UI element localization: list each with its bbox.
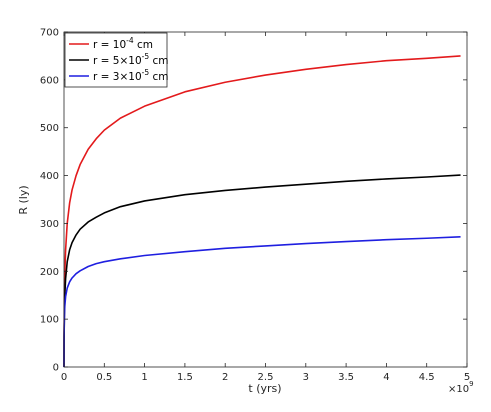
y-tick-label: 600 xyxy=(40,75,59,86)
x-axis-multiplier: ×109 xyxy=(448,380,474,395)
x-tick-label: 2.5 xyxy=(258,372,274,383)
x-tick-label: 4.5 xyxy=(419,372,435,383)
legend-label-1: r = 10-4 cm xyxy=(93,36,153,51)
legend-label-text: r = 5 xyxy=(93,55,119,67)
legend-label-3: r = 3×10-5 cm xyxy=(93,68,168,83)
legend-label-exponent: -4 xyxy=(126,36,134,45)
legend-label-unit: cm xyxy=(149,55,168,67)
legend: r = 10-4 cmr = 5×10-5 cmr = 3×10-5 cm xyxy=(64,32,168,88)
legend-label-text: r = 3 xyxy=(93,71,119,83)
legend-label-multiplier: ×10 xyxy=(119,55,141,67)
series-layer xyxy=(63,55,461,368)
y-tick-label: 500 xyxy=(40,123,59,134)
x-tick-label: 3.5 xyxy=(338,372,354,383)
x-tick-label: 0.5 xyxy=(96,372,112,383)
legend-label-exponent: -5 xyxy=(142,68,150,77)
x-axis-label: t (yrs) xyxy=(248,382,281,395)
x-tick-label: 1 xyxy=(141,372,147,383)
y-tick-label: 300 xyxy=(40,219,59,230)
x-tick-label: 0 xyxy=(61,372,67,383)
y-tick-label: 100 xyxy=(40,315,59,326)
plot-background xyxy=(64,32,467,367)
axes: 0 0.5 1 1.5 2 2.5 3 3.5 4 4.5 5 0 100 200 300 400 500 600… xyxy=(40,28,470,384)
legend-label-text: r = 10 xyxy=(93,39,126,51)
x-tick-label: 1.5 xyxy=(177,372,193,383)
legend-label-unit: cm xyxy=(149,71,168,83)
legend-label-exponent: -5 xyxy=(142,52,150,61)
y-tick-label: 0 xyxy=(53,363,59,374)
x-tick-label: 5 xyxy=(464,372,470,383)
x-tick-label: 4 xyxy=(383,372,389,383)
x-tick-label: 2 xyxy=(222,372,228,383)
series-line-2 xyxy=(63,174,461,368)
x-tick-label: 3 xyxy=(303,372,309,383)
x-axis-multiplier-exponent: 9 xyxy=(469,380,473,388)
legend-label-unit: cm xyxy=(134,39,153,51)
plot-area xyxy=(64,32,467,367)
series-line-1 xyxy=(63,55,461,368)
y-tick-label: 200 xyxy=(40,267,59,278)
y-tick-label: 400 xyxy=(40,171,59,182)
series-line-3 xyxy=(63,236,461,368)
y-tick-label: 700 xyxy=(40,28,59,39)
x-axis-multiplier-base: ×10 xyxy=(448,384,469,395)
legend-label-2: r = 5×10-5 cm xyxy=(93,52,168,67)
y-axis-label: R (ly) xyxy=(17,185,30,214)
legend-label-multiplier: ×10 xyxy=(119,71,141,83)
